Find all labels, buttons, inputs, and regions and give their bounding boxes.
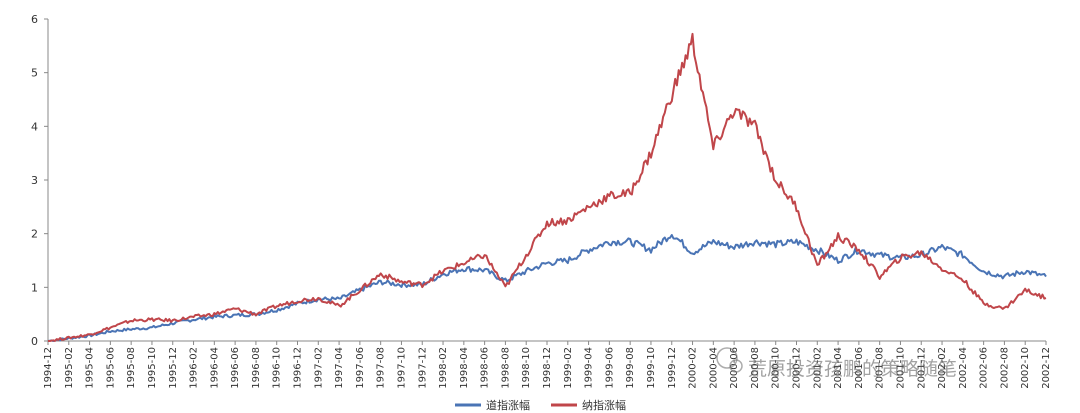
y-tick-label: 5 (31, 67, 38, 80)
x-tick-label: 1995-08 (126, 347, 137, 389)
x-tick-label: 1997-08 (376, 347, 387, 389)
x-tick-label: 1998-10 (521, 347, 532, 389)
x-tick-label: 2000-04 (708, 347, 719, 389)
x-tick-label: 2001-04 (833, 347, 844, 389)
x-tick-label: 2002-02 (937, 347, 948, 389)
x-tick-label: 1999-12 (667, 347, 678, 389)
x-tick-label: 2000-08 (750, 347, 761, 389)
x-tick-label: 2000-12 (792, 347, 803, 389)
x-tick-label: 1995-02 (64, 347, 75, 389)
y-tick-label: 3 (31, 174, 38, 187)
series-lines (47, 32, 1047, 342)
x-tick-label: 1996-04 (209, 347, 220, 389)
x-tick-label: 2002-04 (958, 347, 969, 389)
x-tick-label: 1996-02 (189, 347, 200, 389)
series-line-2 (48, 32, 1047, 342)
x-tick-label: 1998-02 (438, 347, 449, 389)
x-tick-label: 1998-12 (542, 347, 553, 389)
chat-bubble-icon (716, 347, 738, 369)
x-tick-label: 2000-06 (729, 347, 740, 389)
x-tick-label: 1999-10 (646, 347, 657, 389)
x-tick-label: 1995-12 (168, 347, 179, 389)
x-tick-label: 2001-08 (875, 347, 886, 389)
x-tick-label: 2002-06 (979, 347, 990, 389)
x-tick-label: 1995-10 (147, 347, 158, 389)
x-tick-label: 2001-10 (895, 347, 906, 389)
legend-label-1: 道指涨幅 (486, 398, 530, 412)
watermark: 荒原投资孩鹏的策略随笔 (716, 347, 957, 380)
y-axis-ticks: 0 1 2 3 4 5 6 (31, 13, 48, 348)
x-tick-label: 1997-12 (417, 347, 428, 389)
legend: 道指涨幅 纳指涨幅 (455, 398, 626, 412)
x-tick-label: 1994-12 (43, 347, 54, 389)
y-tick-label: 0 (31, 335, 38, 348)
y-tick-label: 1 (31, 281, 38, 294)
x-tick-label: 1998-04 (459, 347, 470, 389)
x-tick-label: 1999-08 (625, 347, 636, 389)
x-tick-label: 1997-06 (355, 347, 366, 389)
x-tick-label: 2002-10 (1020, 347, 1031, 389)
x-tick-label: 1997-02 (313, 347, 324, 389)
x-tick-label: 1997-10 (396, 347, 407, 389)
x-tick-label: 2000-02 (688, 347, 699, 389)
x-tick-label: 1996-08 (251, 347, 262, 389)
watermark-text: 荒原投资孩鹏的策略随笔 (748, 358, 957, 380)
x-tick-label: 1999-04 (584, 347, 595, 389)
x-tick-label: 2000-10 (771, 347, 782, 389)
x-tick-label: 2001-06 (854, 347, 865, 389)
legend-label-2: 纳指涨幅 (582, 398, 626, 412)
x-tick-label: 1995-04 (85, 347, 96, 389)
x-tick-label: 1996-06 (230, 347, 241, 389)
x-tick-label: 2002-08 (999, 347, 1010, 389)
x-tick-label: 2001-02 (812, 347, 823, 389)
x-tick-label: 1996-10 (272, 347, 283, 389)
x-tick-label: 1998-08 (500, 347, 511, 389)
y-tick-label: 2 (31, 228, 38, 241)
series-line-1 (47, 234, 1047, 342)
x-tick-label: 1997-04 (334, 347, 345, 389)
x-tick-label: 2001-12 (916, 347, 927, 389)
y-tick-label: 6 (31, 13, 38, 26)
x-tick-label: 1998-06 (480, 347, 491, 389)
x-tick-label: 1999-02 (563, 347, 574, 389)
x-tick-label: 1996-12 (293, 347, 304, 389)
x-tick-label: 1999-06 (604, 347, 615, 389)
y-tick-label: 4 (31, 120, 38, 133)
x-axis-ticks: 1994-12 1995-02 1995-04 1995-06 1995-08 1995-… (43, 341, 1052, 389)
x-tick-label: 2002-12 (1041, 347, 1052, 389)
chat-bubble-small-icon (729, 359, 743, 373)
x-tick-label: 1995-06 (105, 347, 116, 389)
chart-axes (47, 19, 1046, 342)
